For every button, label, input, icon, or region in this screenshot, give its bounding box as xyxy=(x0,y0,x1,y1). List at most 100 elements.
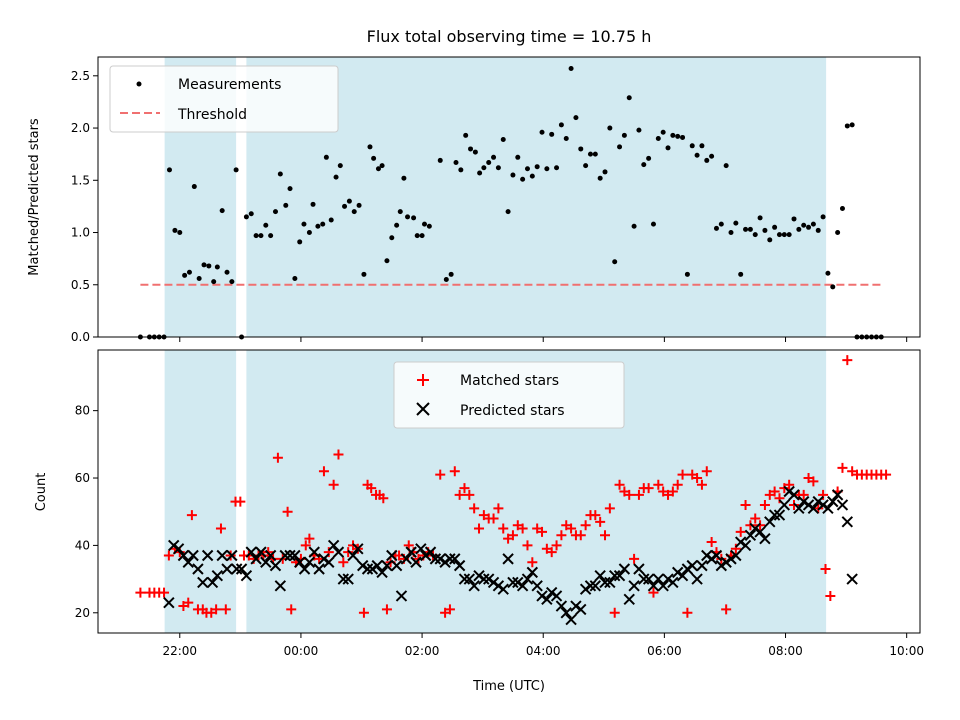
measurement-point xyxy=(253,233,259,239)
x-tick-label: 22:00 xyxy=(162,644,197,658)
y-tick-label: 80 xyxy=(75,404,90,418)
predicted-star-point xyxy=(788,489,800,501)
measurement-point xyxy=(182,272,188,278)
measurements-legend-marker xyxy=(136,81,142,87)
predicted-star-point xyxy=(226,549,238,562)
predicted-star-point xyxy=(768,509,781,521)
y-tick-label: 1.0 xyxy=(71,226,90,240)
predicted-star-point xyxy=(201,549,214,562)
predicted-star-point xyxy=(526,566,539,579)
measurement-point xyxy=(665,145,671,151)
measurement-point xyxy=(747,226,753,232)
measurement-point xyxy=(520,176,526,182)
measurement-point xyxy=(453,160,459,166)
predicted-star-point xyxy=(628,580,640,592)
measurement-point xyxy=(166,167,172,173)
measurement-point xyxy=(709,153,715,159)
x-tick-label: 10:00 xyxy=(889,644,924,658)
predicted-star-point xyxy=(182,556,194,568)
top-panel-y-label: Matched/Predicted stars xyxy=(27,118,42,276)
predicted-star-point xyxy=(197,576,209,589)
matched-star-point xyxy=(314,553,325,564)
measurement-point xyxy=(839,205,845,211)
predicted-star-point xyxy=(759,532,771,545)
matched-star-point xyxy=(469,503,480,514)
predicted-star-point xyxy=(337,573,350,585)
predicted-star-point xyxy=(289,549,301,562)
predicted-star-point xyxy=(802,499,815,511)
matched-star-point xyxy=(211,604,222,615)
predicted-star-point xyxy=(570,600,582,612)
matched-star-point xyxy=(527,557,538,568)
predicted-star-point xyxy=(671,566,684,579)
predicted-star-point xyxy=(720,556,732,568)
predicted-star-point xyxy=(371,559,383,572)
predicted-star-point xyxy=(187,549,199,562)
predicted-star-point xyxy=(652,573,665,585)
predicted-star-point xyxy=(482,573,495,585)
measurement-point xyxy=(384,258,390,264)
predicted-star-point xyxy=(400,553,413,565)
predicted-stars-series xyxy=(163,485,858,626)
measurement-point xyxy=(500,137,506,143)
x-tick-label: 00:00 xyxy=(284,644,319,658)
measurement-point xyxy=(243,214,249,220)
y-tick-label: 1.5 xyxy=(71,173,90,187)
predicted-star-point xyxy=(555,600,568,612)
matched-star-point xyxy=(507,530,518,541)
chart-title: Flux total observing time = 10.75 h xyxy=(367,27,652,46)
matched-star-point xyxy=(701,466,712,477)
predicted-star-point xyxy=(279,549,291,562)
matched-star-point xyxy=(629,553,640,564)
matched-star-point xyxy=(682,607,693,618)
measurement-point xyxy=(361,271,367,277)
top-panel-y-ticks: 0.0 0.5 1.0 1.5 2.0 2.5 xyxy=(71,69,98,344)
x-tick-label: 06:00 xyxy=(647,644,682,658)
y-tick-label: 40 xyxy=(75,538,90,552)
measurement-point xyxy=(728,230,734,236)
matched-star-point xyxy=(595,516,606,527)
measurement-point xyxy=(486,160,492,166)
matched-star-point xyxy=(300,540,311,551)
predicted-star-point xyxy=(415,543,427,555)
predicted-star-point xyxy=(686,559,698,572)
predicted-star-point xyxy=(604,576,616,589)
predicted-star-point xyxy=(594,570,606,582)
measurement-point xyxy=(684,271,690,277)
predicted-star-point xyxy=(773,509,786,521)
matched-star-point xyxy=(818,489,829,500)
predicted-star-point xyxy=(638,573,650,585)
matched-stars-legend-marker xyxy=(417,374,429,386)
matched-star-point xyxy=(556,530,567,541)
predicted-stars-legend-label: Predicted stars xyxy=(460,403,565,419)
measurement-point xyxy=(437,157,443,163)
predicted-star-point xyxy=(260,556,272,568)
predicted-star-point xyxy=(831,489,844,501)
predicted-star-point xyxy=(177,549,190,562)
matched-star-point xyxy=(454,489,465,500)
predicted-star-point xyxy=(502,553,514,565)
predicted-star-point xyxy=(497,583,509,595)
measurement-point xyxy=(597,175,603,181)
predicted-star-point xyxy=(221,563,233,575)
measurement-point xyxy=(510,172,516,178)
predicted-star-point xyxy=(613,570,626,582)
measurement-point xyxy=(397,209,403,215)
predicted-star-point xyxy=(531,580,543,592)
measurement-point xyxy=(796,226,802,232)
y-tick-label: 0.5 xyxy=(71,278,90,292)
predicted-star-point xyxy=(584,580,597,592)
bottom-legend-box xyxy=(393,361,625,429)
predicted-star-point xyxy=(264,549,277,562)
predicted-star-point xyxy=(468,580,480,592)
predicted-star-point xyxy=(473,570,485,582)
measurement-point xyxy=(481,165,487,171)
matched-star-point xyxy=(282,506,293,517)
matched-star-point xyxy=(551,540,562,551)
matched-star-point xyxy=(159,587,170,598)
predicted-star-point xyxy=(250,553,262,565)
measurement-point xyxy=(767,237,773,243)
measurement-point xyxy=(297,239,303,245)
measurement-point xyxy=(558,122,564,128)
measurement-point xyxy=(825,270,831,276)
